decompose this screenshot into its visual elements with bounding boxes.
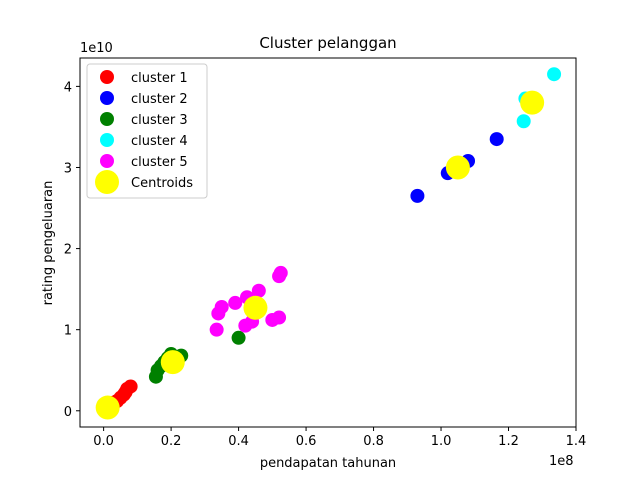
axes: 0.0 0.2 0.4 0.6 0.8 1.0 1.2 1.4 0 1 2 3 4 (64, 57, 587, 449)
point-cluster-5-8 (251, 283, 266, 298)
point-cluster-5-12 (273, 265, 288, 280)
y-tick-label: 1 (64, 324, 72, 339)
y-tick-label: 4 (64, 80, 72, 95)
legend-marker (100, 70, 114, 84)
legend-marker (100, 91, 114, 105)
plot-area (95, 67, 562, 420)
point-cluster-5-4 (228, 295, 243, 310)
y-tick-label: 3 (64, 161, 72, 176)
x-tick-label: 1.0 (431, 434, 452, 449)
centroid-point-1 (95, 395, 120, 420)
point-cluster-4-4 (547, 67, 562, 82)
legend-marker (100, 133, 114, 147)
y-tick-label: 0 (64, 405, 72, 420)
legend-label: cluster 4 (131, 134, 188, 149)
point-cluster-3-9 (231, 330, 246, 345)
legend-box (86, 63, 208, 199)
legend-marker (100, 112, 114, 126)
point-cluster-5-10 (272, 310, 287, 325)
legend-marker (100, 154, 114, 168)
legend-label: cluster 1 (131, 71, 188, 86)
centroid-point-2 (160, 350, 185, 375)
legend-label: cluster 3 (131, 113, 188, 128)
x-tick-label: 0.8 (363, 434, 384, 449)
legend-label: Centroids (131, 176, 193, 191)
x-axis-title: pendapatan tahunan (260, 456, 396, 471)
y-tick-label: 2 (64, 243, 72, 258)
point-cluster-2-1 (410, 188, 425, 203)
point-cluster-1-9 (123, 379, 138, 394)
legend-label: cluster 2 (131, 92, 188, 107)
plot-frame (79, 57, 577, 428)
legend: cluster 1 cluster 2 cluster 3 cluster 4 clus… (86, 63, 208, 199)
x-tick-label: 0.0 (93, 434, 114, 449)
y-axis-multiplier: 1e10 (80, 41, 113, 56)
point-cluster-5-3 (214, 299, 229, 314)
x-tick-label: 1.2 (498, 434, 519, 449)
x-tick-label: 1.4 (566, 434, 587, 449)
centroid-point-4 (445, 155, 470, 180)
centroid-point-5 (520, 90, 545, 115)
y-axis-title: rating pengeluaran (41, 181, 56, 306)
centroid-point-3 (243, 295, 268, 320)
point-cluster-5-1 (209, 322, 224, 337)
point-cluster-2-4 (489, 132, 504, 147)
x-tick-label: 0.6 (296, 434, 317, 449)
legend-marker (95, 170, 119, 194)
x-axis-multiplier: 1e8 (549, 454, 574, 469)
x-tick-label: 0.4 (228, 434, 249, 449)
point-cluster-4-1 (516, 114, 531, 129)
chart-title: Cluster pelanggan (259, 34, 396, 52)
x-tick-label: 0.2 (161, 434, 182, 449)
legend-label: cluster 5 (131, 155, 188, 170)
